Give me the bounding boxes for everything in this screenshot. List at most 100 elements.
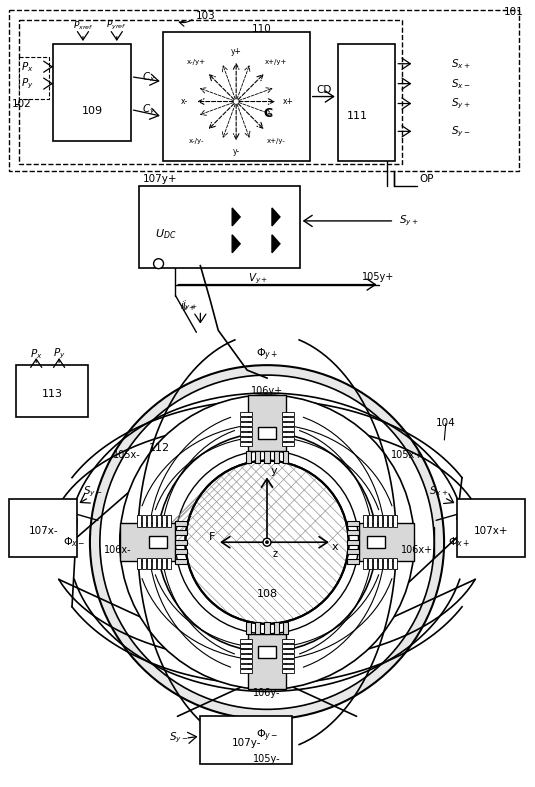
Text: $P_{yref}$: $P_{yref}$ <box>106 20 127 32</box>
Polygon shape <box>393 515 398 527</box>
Polygon shape <box>240 659 251 663</box>
Text: 106y-: 106y- <box>253 689 281 698</box>
Polygon shape <box>393 557 398 570</box>
Bar <box>16 365 88 417</box>
Circle shape <box>120 395 414 689</box>
Text: $P_y$: $P_y$ <box>21 76 34 91</box>
Text: 106x-: 106x- <box>104 545 132 555</box>
Text: $V_{y+}$: $V_{y+}$ <box>248 272 268 286</box>
Text: y-: y- <box>233 146 240 156</box>
Polygon shape <box>282 442 294 445</box>
Text: 107x+: 107x+ <box>473 527 508 536</box>
Bar <box>53 44 131 142</box>
Text: 105x+: 105x+ <box>392 449 424 460</box>
Polygon shape <box>264 451 270 463</box>
Polygon shape <box>347 530 358 535</box>
Text: $S_{x-}$: $S_{x-}$ <box>451 76 471 91</box>
Circle shape <box>265 541 269 544</box>
Polygon shape <box>347 549 358 554</box>
Polygon shape <box>282 654 294 658</box>
Polygon shape <box>240 422 251 426</box>
Polygon shape <box>274 451 279 463</box>
Polygon shape <box>136 515 141 527</box>
Polygon shape <box>147 515 151 527</box>
Text: x-/y+: x-/y+ <box>187 59 206 65</box>
Polygon shape <box>240 427 251 430</box>
Polygon shape <box>282 432 294 436</box>
Polygon shape <box>373 515 377 527</box>
Polygon shape <box>369 557 372 570</box>
Text: 104: 104 <box>436 418 456 428</box>
Polygon shape <box>157 515 160 527</box>
Text: z: z <box>272 549 278 559</box>
Polygon shape <box>157 557 160 570</box>
Polygon shape <box>388 557 392 570</box>
Text: 107y-: 107y- <box>231 738 261 748</box>
Bar <box>149 536 166 549</box>
Text: x-/y-: x-/y- <box>189 139 204 144</box>
Text: 108: 108 <box>256 589 278 599</box>
Polygon shape <box>282 663 294 667</box>
Polygon shape <box>240 639 251 643</box>
Text: 106y+: 106y+ <box>251 386 283 396</box>
Circle shape <box>186 460 349 624</box>
Polygon shape <box>166 557 171 570</box>
Text: 106x+: 106x+ <box>401 545 433 555</box>
Text: $S_{x+}$: $S_{x+}$ <box>451 57 471 71</box>
Polygon shape <box>120 523 175 561</box>
Bar <box>163 32 310 161</box>
Polygon shape <box>240 654 251 658</box>
Polygon shape <box>175 559 187 563</box>
Polygon shape <box>240 437 251 441</box>
Polygon shape <box>246 451 250 463</box>
Polygon shape <box>272 208 280 226</box>
Circle shape <box>263 538 271 546</box>
Polygon shape <box>358 523 414 561</box>
Polygon shape <box>136 557 141 570</box>
Text: 105y+: 105y+ <box>362 272 394 282</box>
Bar <box>9 500 77 557</box>
Polygon shape <box>384 557 387 570</box>
Polygon shape <box>347 540 358 545</box>
Text: $\Phi_{y-}$: $\Phi_{y-}$ <box>256 728 278 745</box>
Text: $S_{y+}$: $S_{y+}$ <box>399 214 419 228</box>
Text: $S_{y-}$: $S_{y-}$ <box>451 124 471 139</box>
Text: x: x <box>331 542 338 552</box>
Bar <box>258 645 276 658</box>
Polygon shape <box>240 663 251 667</box>
Text: 107x-: 107x- <box>28 527 58 536</box>
Text: $i_{y+}$: $i_{y+}$ <box>182 298 198 312</box>
Polygon shape <box>363 557 368 570</box>
Circle shape <box>158 433 377 652</box>
Polygon shape <box>240 417 251 421</box>
Polygon shape <box>255 451 260 463</box>
Text: 105y-: 105y- <box>253 754 281 764</box>
Text: 111: 111 <box>347 112 368 121</box>
Text: $P_y$: $P_y$ <box>53 347 65 361</box>
Text: $i_{y+}$: $i_{y+}$ <box>180 299 196 314</box>
Polygon shape <box>282 412 294 416</box>
Polygon shape <box>255 622 260 634</box>
Text: y+: y+ <box>231 47 242 57</box>
Polygon shape <box>282 644 294 648</box>
Polygon shape <box>162 557 165 570</box>
Polygon shape <box>142 515 146 527</box>
Polygon shape <box>282 427 294 430</box>
Polygon shape <box>347 521 358 526</box>
Text: $\Phi_{x-}$: $\Phi_{x-}$ <box>63 535 86 549</box>
Bar <box>457 500 525 557</box>
Bar <box>19 57 49 98</box>
Text: $U_{DC}$: $U_{DC}$ <box>155 227 177 241</box>
Bar <box>200 716 292 764</box>
Circle shape <box>90 365 444 719</box>
Polygon shape <box>282 639 294 643</box>
Polygon shape <box>147 557 151 570</box>
Polygon shape <box>240 442 251 445</box>
Polygon shape <box>232 208 240 226</box>
Polygon shape <box>175 530 187 535</box>
Bar <box>368 536 385 549</box>
Polygon shape <box>248 634 286 689</box>
Text: $\Phi_{x+}$: $\Phi_{x+}$ <box>448 535 471 549</box>
Text: $S_{x+}$: $S_{x+}$ <box>430 485 449 498</box>
Polygon shape <box>175 521 187 526</box>
